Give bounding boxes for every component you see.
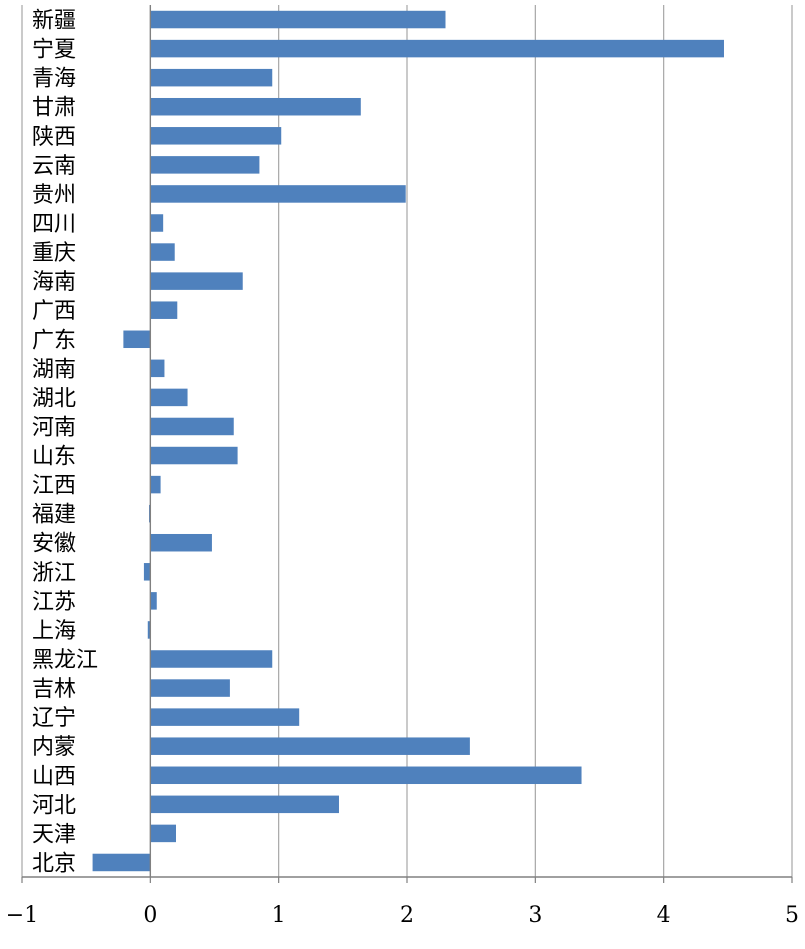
bar [150,795,339,814]
bar [150,737,470,755]
bar [147,621,151,639]
bar [150,156,260,174]
category-label: 湖北 [32,386,76,411]
category-label: 山东 [32,445,76,470]
category-label: 辽宁 [32,706,76,731]
bar [150,766,582,785]
category-label: 陕西 [32,125,76,150]
bar [150,10,446,29]
bar [150,97,361,116]
category-label: 宁夏 [32,38,76,63]
category-label: 湖南 [32,357,76,382]
category-label: 海南 [32,270,76,295]
bar [150,359,165,378]
bar [92,853,151,872]
category-label: 江西 [32,474,76,499]
category-label: 福建 [32,503,76,528]
x-tick-label: 3 [528,903,542,928]
bar [150,39,724,58]
bar [150,475,161,494]
x-tick-label: −1 [6,903,38,928]
category-label: 重庆 [32,241,76,266]
category-label: 内蒙 [32,735,76,760]
category-label: 广东 [32,328,76,353]
category-label: 河北 [32,793,76,818]
bar [123,330,151,349]
bar [150,679,230,697]
bar [150,417,234,436]
category-label: 四川 [32,212,76,237]
bar [150,301,178,319]
gridlines [21,5,793,877]
category-label: 贵州 [32,183,76,208]
category-labels: 新疆宁夏青海甘肃陕西云南贵州四川重庆海南广西广东湖南湖北河南山东江西福建安徽浙江… [32,9,98,877]
x-tick-label: 5 [785,903,799,928]
category-label: 安徽 [32,532,76,557]
category-label: 吉林 [32,677,76,702]
bar [150,127,282,145]
bar [150,243,175,261]
x-tick-label: 0 [143,903,157,928]
category-label: 上海 [32,619,76,644]
bar [150,533,212,552]
axes [21,5,793,883]
category-label: 山西 [32,764,76,789]
category-label: 青海 [32,67,76,92]
category-label: 天津 [32,822,76,847]
bar [150,650,273,668]
category-label: 广西 [32,299,76,324]
x-tick-labels: −1 0 1 2 3 4 5 [6,903,799,928]
bar [150,214,164,232]
bar [150,708,300,726]
bar [150,68,273,87]
category-label: 甘肃 [32,96,76,121]
category-label: 北京 [32,851,76,876]
bar [150,388,188,407]
bar [150,824,176,843]
bars [92,10,724,872]
category-label: 新疆 [32,9,76,34]
category-label: 黑龙江 [32,648,98,673]
x-tick-label: 1 [272,903,286,928]
category-label: 云南 [32,154,76,179]
bar [143,563,151,581]
category-label: 浙江 [32,561,76,586]
x-tick-label: 4 [657,903,671,928]
category-label: 江苏 [32,590,76,615]
bar [150,272,243,290]
bar [150,185,406,203]
x-tick-label: 2 [400,903,414,928]
bar [150,446,238,465]
category-label: 河南 [32,415,76,440]
bar [150,592,157,610]
